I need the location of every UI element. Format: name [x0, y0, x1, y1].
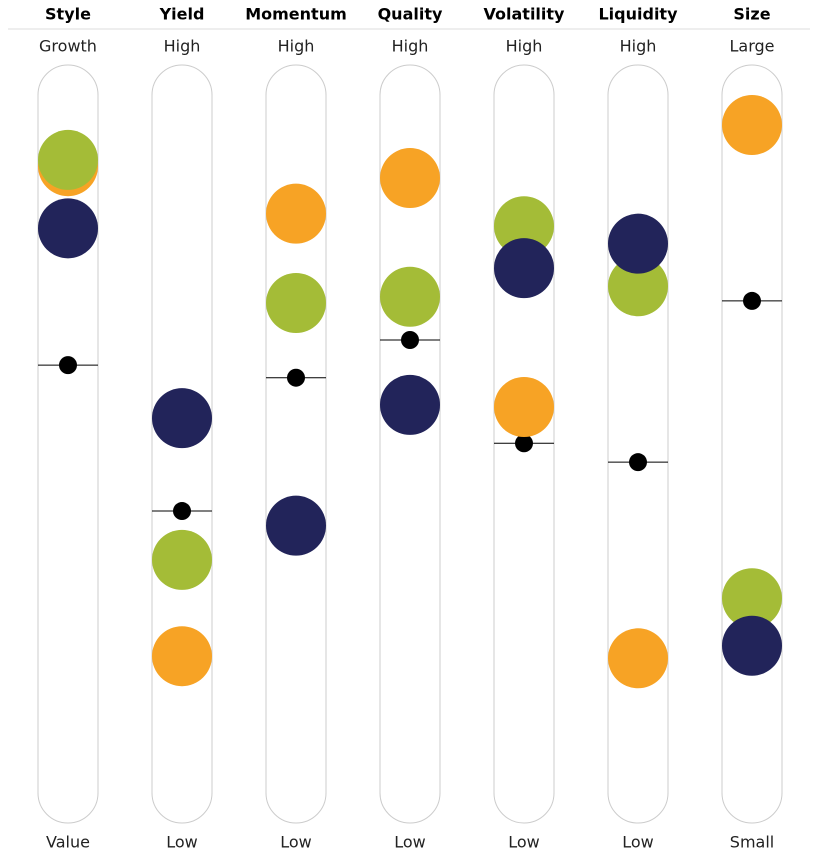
column-header: Yield — [159, 5, 205, 24]
benchmark-dot — [173, 502, 191, 521]
exposure-dot — [380, 148, 440, 209]
low-label: Value — [46, 833, 90, 852]
exposure-dot — [38, 129, 98, 190]
exposure-dot — [722, 568, 782, 629]
exposure-dot — [38, 198, 98, 259]
exposure-dot — [266, 495, 326, 556]
low-label: Small — [730, 833, 774, 852]
exposure-dot — [608, 628, 668, 689]
exposure-dot — [380, 266, 440, 327]
high-label: High — [164, 37, 201, 56]
column-header: Size — [733, 5, 770, 24]
benchmark-dot — [287, 368, 305, 387]
exposure-dot — [494, 238, 554, 299]
exposure-dot — [266, 183, 326, 244]
exposure-dot — [152, 388, 212, 449]
column-header: Momentum — [245, 5, 347, 24]
high-label: High — [392, 37, 429, 56]
benchmark-dot — [59, 356, 77, 375]
low-label: Low — [508, 833, 540, 852]
low-label: Low — [622, 833, 654, 852]
column-header: Quality — [378, 5, 443, 24]
high-label: High — [506, 37, 543, 56]
benchmark-dot — [743, 291, 761, 310]
column-header: Liquidity — [598, 5, 678, 24]
column-header: Volatility — [484, 5, 566, 24]
exposure-dot — [722, 615, 782, 676]
exposure-dot — [152, 529, 212, 590]
track — [265, 64, 327, 824]
track — [607, 64, 669, 824]
low-label: Low — [166, 833, 198, 852]
track — [721, 64, 783, 824]
column-header: Style — [45, 5, 91, 24]
benchmark-dot — [515, 434, 533, 453]
track — [37, 64, 99, 824]
track — [379, 64, 441, 824]
low-label: Low — [394, 833, 426, 852]
high-label: Growth — [39, 37, 97, 56]
exposure-dot — [722, 95, 782, 156]
exposure-dot — [494, 196, 554, 257]
exposure-dot — [380, 374, 440, 435]
exposure-dot — [608, 213, 668, 274]
exposure-dot — [494, 377, 554, 438]
high-label: High — [278, 37, 315, 56]
benchmark-dot — [401, 330, 419, 349]
high-label: Large — [729, 37, 774, 56]
high-label: High — [620, 37, 657, 56]
low-label: Low — [280, 833, 312, 852]
benchmark-dot — [629, 453, 647, 472]
exposure-dot — [152, 626, 212, 687]
exposure-dot — [608, 256, 668, 317]
exposure-dot — [266, 273, 326, 334]
